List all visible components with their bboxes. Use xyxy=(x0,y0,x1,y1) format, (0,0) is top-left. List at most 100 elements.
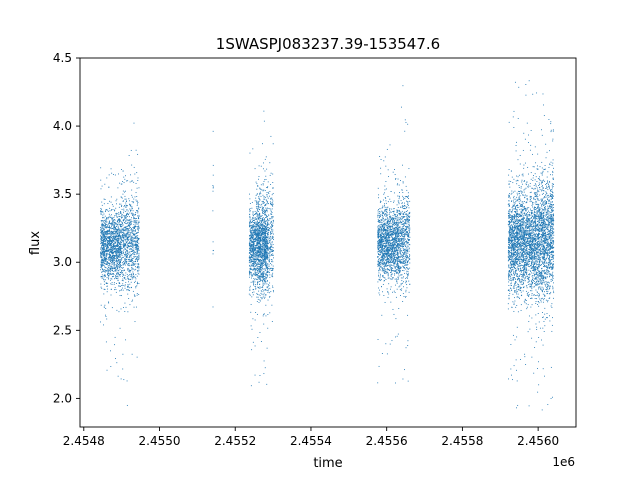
data-point xyxy=(109,237,111,239)
data-point xyxy=(101,241,103,243)
data-point xyxy=(381,229,382,231)
data-point xyxy=(134,295,136,297)
data-point xyxy=(101,242,103,244)
data-point xyxy=(123,307,124,308)
data-point xyxy=(260,286,262,288)
data-point xyxy=(114,242,116,244)
data-point xyxy=(110,233,112,235)
data-point xyxy=(103,239,105,241)
data-point xyxy=(102,269,104,271)
data-point xyxy=(254,222,256,224)
data-point xyxy=(272,261,274,263)
data-point xyxy=(113,248,115,250)
data-point xyxy=(263,256,265,258)
data-point xyxy=(254,221,256,223)
data-point xyxy=(105,251,107,253)
data-point xyxy=(125,253,127,255)
data-point xyxy=(382,241,384,243)
data-point xyxy=(124,198,126,200)
data-point xyxy=(386,253,388,255)
data-point xyxy=(383,270,385,272)
data-point xyxy=(119,265,121,267)
data-point xyxy=(386,265,388,267)
data-point xyxy=(267,268,269,270)
data-point xyxy=(134,234,136,235)
data-point xyxy=(111,252,113,254)
data-point xyxy=(260,223,261,225)
data-point xyxy=(130,229,132,231)
data-point xyxy=(108,248,110,250)
data-point xyxy=(394,270,396,272)
data-point xyxy=(118,261,120,263)
data-point xyxy=(387,262,389,264)
data-point xyxy=(133,275,135,277)
data-point xyxy=(270,209,272,211)
data-point xyxy=(104,251,106,253)
data-point xyxy=(250,303,252,305)
data-point xyxy=(118,213,120,215)
data-point xyxy=(108,243,109,245)
data-point xyxy=(102,232,104,234)
data-point xyxy=(104,269,106,271)
data-point xyxy=(272,143,274,145)
data-point xyxy=(266,201,268,203)
data-point xyxy=(397,183,399,185)
data-point xyxy=(130,279,132,281)
data-point xyxy=(101,233,103,235)
data-point xyxy=(131,180,133,182)
data-point xyxy=(123,219,125,221)
data-point xyxy=(259,229,261,231)
data-point xyxy=(382,227,384,229)
data-point xyxy=(250,254,252,256)
data-point xyxy=(120,242,122,243)
data-point xyxy=(267,254,269,256)
data-point xyxy=(112,267,114,269)
data-point xyxy=(253,267,255,269)
data-point xyxy=(250,233,252,235)
data-point xyxy=(388,228,390,230)
data-point xyxy=(260,244,262,245)
data-point xyxy=(383,234,385,235)
data-point xyxy=(394,258,396,260)
data-point xyxy=(105,226,107,228)
data-point xyxy=(102,270,104,272)
data-point xyxy=(112,254,114,256)
data-point xyxy=(265,248,267,249)
data-point xyxy=(254,261,256,263)
data-point xyxy=(137,237,139,239)
data-point xyxy=(262,276,264,278)
data-point xyxy=(377,260,379,262)
data-point xyxy=(271,228,273,230)
data-point xyxy=(388,283,390,285)
data-point xyxy=(126,228,128,229)
data-point xyxy=(120,231,122,233)
data-point xyxy=(107,245,108,247)
data-point xyxy=(123,182,125,184)
data-point xyxy=(126,213,128,215)
data-point xyxy=(256,313,258,315)
data-point xyxy=(110,259,112,261)
data-point xyxy=(254,258,256,260)
data-point xyxy=(126,200,127,202)
data-point xyxy=(392,257,394,259)
data-point xyxy=(258,260,260,262)
data-point xyxy=(112,242,113,243)
data-point xyxy=(108,236,110,238)
data-point xyxy=(394,174,396,176)
data-point xyxy=(397,178,399,180)
data-point xyxy=(105,263,107,265)
data-point xyxy=(270,247,271,249)
data-point xyxy=(118,252,120,254)
data-point xyxy=(125,190,126,192)
data-point xyxy=(263,260,265,262)
data-point xyxy=(112,205,114,207)
data-point xyxy=(108,221,110,222)
data-point xyxy=(271,226,273,228)
data-point xyxy=(115,266,117,268)
data-point xyxy=(135,192,137,194)
data-point xyxy=(259,277,261,279)
data-point xyxy=(255,218,257,220)
data-point xyxy=(249,258,251,260)
data-point xyxy=(212,210,214,212)
data-point xyxy=(104,223,106,225)
